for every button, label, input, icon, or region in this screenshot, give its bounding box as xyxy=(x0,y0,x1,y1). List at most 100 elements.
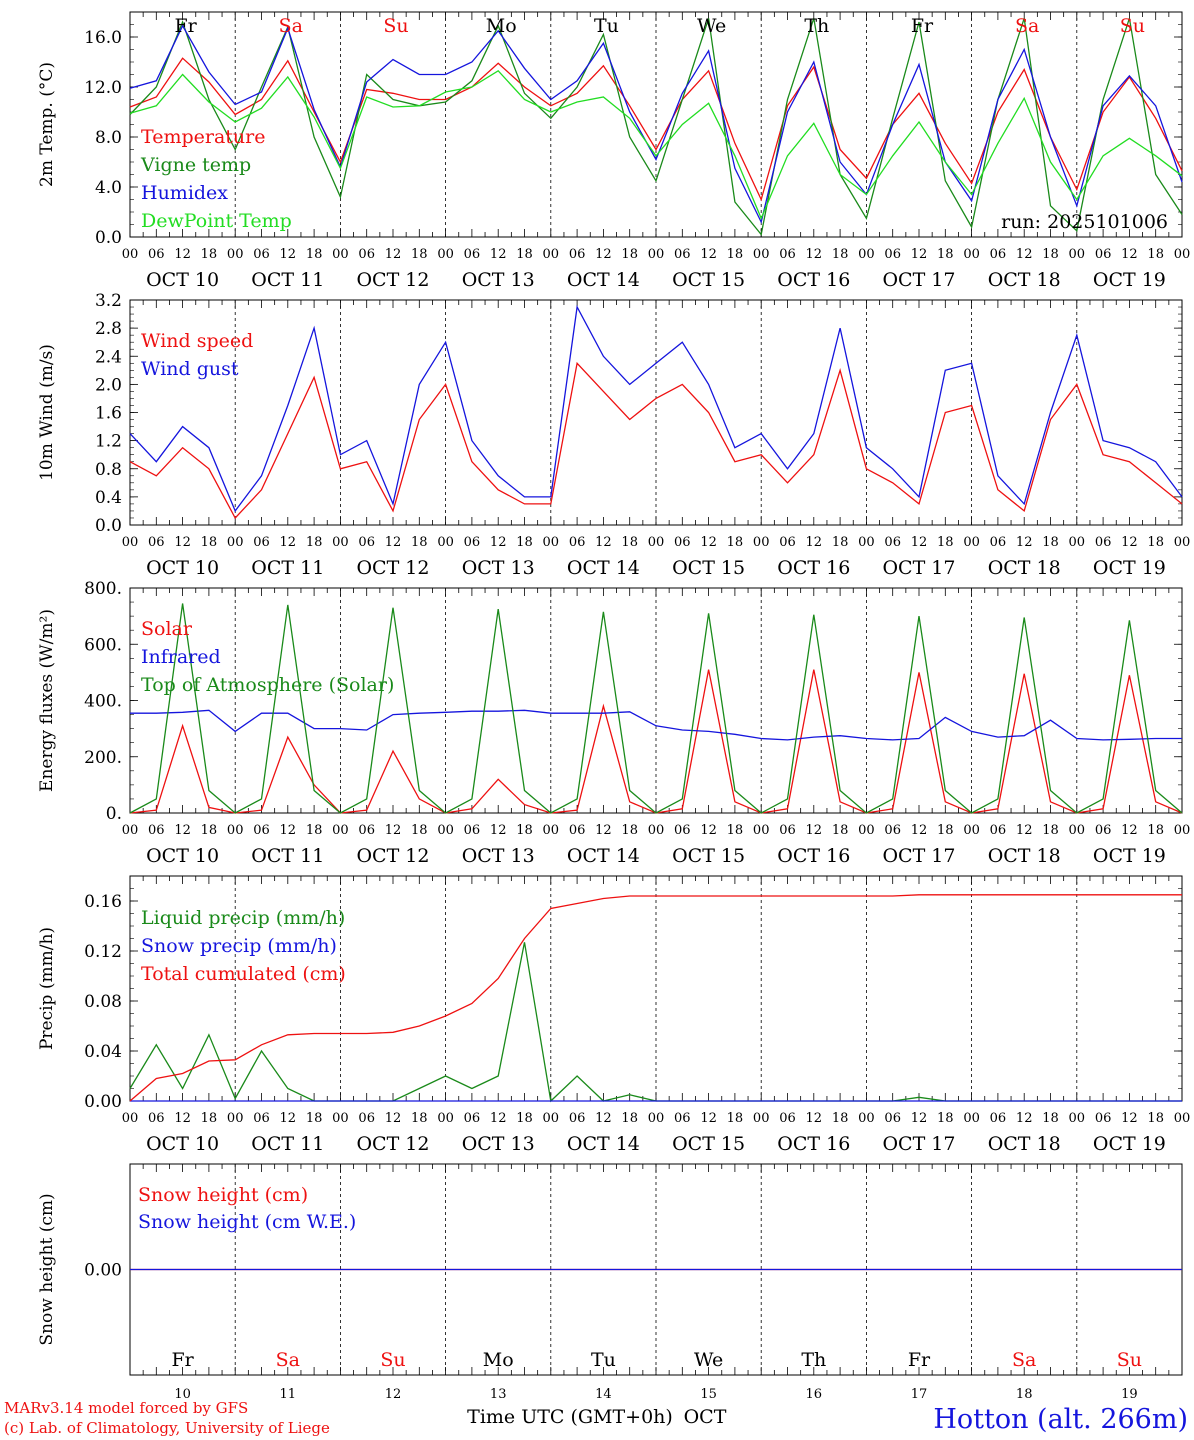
hour-tick-label: 12 xyxy=(1121,535,1138,550)
hour-tick-label: 18 xyxy=(516,823,533,838)
y-tick-label: 12.0 xyxy=(84,78,122,98)
y-tick-label: 4.0 xyxy=(95,178,122,198)
hour-tick-label: 06 xyxy=(674,1111,691,1126)
day-number: 17 xyxy=(911,1387,928,1402)
hour-tick-label: 00 xyxy=(332,247,349,262)
hour-tick-label: 06 xyxy=(148,823,165,838)
hour-tick-label: 12 xyxy=(174,1111,191,1126)
y-tick-label: 600. xyxy=(84,635,122,655)
legend-entry: Vigne temp xyxy=(140,154,251,176)
hour-tick-label: 00 xyxy=(1174,535,1191,550)
hour-tick-label: 12 xyxy=(490,247,507,262)
hour-tick-label: 06 xyxy=(464,247,481,262)
day-name-bottom: Fr xyxy=(171,1349,194,1371)
hour-tick-label: 00 xyxy=(543,823,560,838)
hour-tick-label: 00 xyxy=(332,823,349,838)
hour-tick-label: 12 xyxy=(280,247,297,262)
hour-tick-label: 12 xyxy=(174,535,191,550)
hour-tick-label: 12 xyxy=(595,823,612,838)
y-axis-label: 10m Wind (m/s) xyxy=(37,344,57,481)
hour-tick-label: 00 xyxy=(648,535,665,550)
hour-tick-label: 18 xyxy=(1042,1111,1059,1126)
date-label: OCT 10 xyxy=(146,845,219,867)
hour-tick-label: 12 xyxy=(385,823,402,838)
hour-tick-label: 06 xyxy=(990,535,1007,550)
hour-tick-label: 06 xyxy=(884,1111,901,1126)
hour-tick-label: 00 xyxy=(437,247,454,262)
hour-tick-label: 12 xyxy=(385,1111,402,1126)
series-line-dewpoint-temp xyxy=(129,69,1183,220)
hour-tick-label: 18 xyxy=(727,247,744,262)
hour-tick-label: 18 xyxy=(727,1111,744,1126)
hour-tick-label: 00 xyxy=(543,247,560,262)
y-tick-label: 1.6 xyxy=(95,404,122,424)
hour-tick-label: 18 xyxy=(516,247,533,262)
hour-tick-label: 06 xyxy=(779,535,796,550)
hour-tick-label: 12 xyxy=(911,535,928,550)
hour-tick-label: 12 xyxy=(806,823,823,838)
hour-tick-label: 18 xyxy=(832,535,849,550)
hour-tick-label: 00 xyxy=(543,1111,560,1126)
hour-tick-label: 00 xyxy=(753,823,770,838)
hour-tick-label: 06 xyxy=(358,823,375,838)
date-label: OCT 13 xyxy=(462,1133,535,1155)
hour-tick-label: 06 xyxy=(674,247,691,262)
lab-credit: (c) Lab. of Climatology, University of L… xyxy=(4,1419,330,1437)
hour-tick-label: 12 xyxy=(911,823,928,838)
y-axis-label: Snow height (cm) xyxy=(37,1193,57,1345)
date-label: OCT 17 xyxy=(882,269,955,291)
hour-tick-label: 06 xyxy=(1095,823,1112,838)
panel-5: 0.00 Snow height (cm) Snow height (cm) Snow… xyxy=(37,1163,1183,1376)
hour-tick-label: 18 xyxy=(1147,535,1164,550)
panel-4: 0.00 0.04 0.08 0.12 0.16 Precip (mm/h) 00 06 12 1… xyxy=(37,875,1190,1155)
date-label: OCT 12 xyxy=(356,557,429,579)
hour-tick-label: 00 xyxy=(227,823,244,838)
date-label: OCT 16 xyxy=(777,845,850,867)
series-line-humidex xyxy=(129,24,1183,224)
hour-tick-label: 06 xyxy=(464,823,481,838)
legend-entry: Temperature xyxy=(141,126,265,148)
legend-entry: Snow height (cm) xyxy=(138,1184,308,1206)
day-name-bottom: Sa xyxy=(276,1349,300,1371)
legend-entry: Snow precip (mm/h) xyxy=(141,935,337,957)
day-name-bottom: Tu xyxy=(591,1349,616,1371)
date-label: OCT 12 xyxy=(356,269,429,291)
legend-entry: Solar xyxy=(141,618,193,640)
hour-tick-label: 00 xyxy=(122,1111,139,1126)
hour-tick-label: 12 xyxy=(1016,823,1033,838)
hour-tick-label: 06 xyxy=(569,535,586,550)
hour-tick-label: 18 xyxy=(832,1111,849,1126)
hour-tick-label: 18 xyxy=(411,823,428,838)
hour-tick-label: 18 xyxy=(411,1111,428,1126)
hour-tick-label: 00 xyxy=(227,535,244,550)
hour-tick-label: 12 xyxy=(806,1111,823,1126)
hour-tick-label: 06 xyxy=(674,535,691,550)
date-label: OCT 16 xyxy=(777,557,850,579)
hour-tick-label: 12 xyxy=(385,535,402,550)
legend-entry: Snow height (cm W.E.) xyxy=(138,1211,356,1233)
hour-tick-label: 18 xyxy=(832,247,849,262)
hour-tick-label: 18 xyxy=(306,823,323,838)
hour-tick-label: 06 xyxy=(1095,247,1112,262)
hour-tick-label: 18 xyxy=(201,823,218,838)
hour-tick-label: 18 xyxy=(201,535,218,550)
hour-tick-label: 12 xyxy=(700,1111,717,1126)
y-tick-label: 0.08 xyxy=(84,992,122,1012)
hour-tick-label: 00 xyxy=(858,247,875,262)
hour-tick-label: 00 xyxy=(1069,535,1086,550)
hour-tick-label: 00 xyxy=(648,247,665,262)
y-axis-label: 2m Temp. (°C) xyxy=(37,62,57,187)
day-name-top: Tu xyxy=(594,15,619,37)
legend-entry: DewPoint Temp xyxy=(141,210,292,232)
hour-tick-label: 00 xyxy=(648,823,665,838)
hour-tick-label: 12 xyxy=(280,1111,297,1126)
hour-tick-label: 06 xyxy=(148,247,165,262)
date-label: OCT 11 xyxy=(251,557,324,579)
hour-tick-label: 12 xyxy=(280,823,297,838)
y-tick-label: 1.2 xyxy=(95,432,122,452)
day-name-bottom: Th xyxy=(801,1349,826,1371)
hour-tick-label: 18 xyxy=(1147,247,1164,262)
legend-entry: Wind gust xyxy=(141,358,239,380)
date-label: OCT 14 xyxy=(567,1133,640,1155)
hour-tick-label: 00 xyxy=(753,247,770,262)
